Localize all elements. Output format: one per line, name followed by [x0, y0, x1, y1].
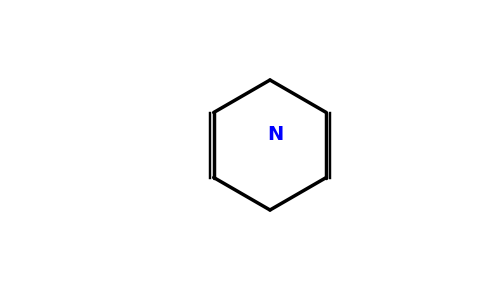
Text: N: N — [267, 125, 283, 145]
